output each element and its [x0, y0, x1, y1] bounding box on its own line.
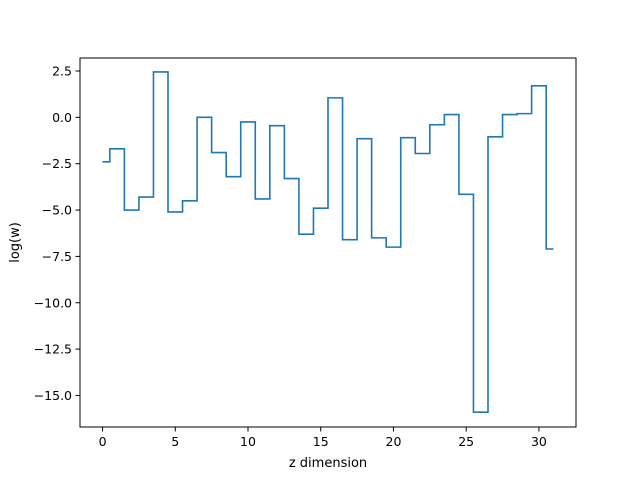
- series-step-line: [102, 71, 554, 413]
- y-tick-label: −10.0: [34, 295, 72, 310]
- y-tick-label: −15.0: [34, 388, 72, 403]
- x-tick-label: 30: [531, 434, 547, 449]
- x-axis-ticks: 0 5 10 15 20 25 30: [99, 427, 547, 449]
- x-tick-label: 0: [99, 434, 107, 449]
- y-tick-label: −5.0: [42, 203, 72, 218]
- y-tick-label: −7.5: [42, 249, 72, 264]
- y-tick-label: −2.5: [42, 156, 72, 171]
- x-tick-label: 10: [240, 434, 256, 449]
- y-axis-label: log(w): [8, 222, 23, 263]
- x-tick-label: 20: [386, 434, 402, 449]
- x-tick-label: 5: [171, 434, 179, 449]
- x-axis-label: z dimension: [289, 456, 367, 471]
- y-tick-label: 2.5: [52, 63, 72, 78]
- plot-area: [102, 71, 554, 413]
- axes-frame: [79, 57, 577, 428]
- y-axis-ticks: 2.5 0.0 −2.5 −5.0 −7.5 −10.0 −12.5 −15.0: [34, 63, 80, 403]
- x-tick-label: 25: [458, 434, 474, 449]
- y-tick-label: 0.0: [52, 110, 72, 125]
- y-tick-label: −12.5: [34, 342, 72, 357]
- x-tick-label: 15: [313, 434, 329, 449]
